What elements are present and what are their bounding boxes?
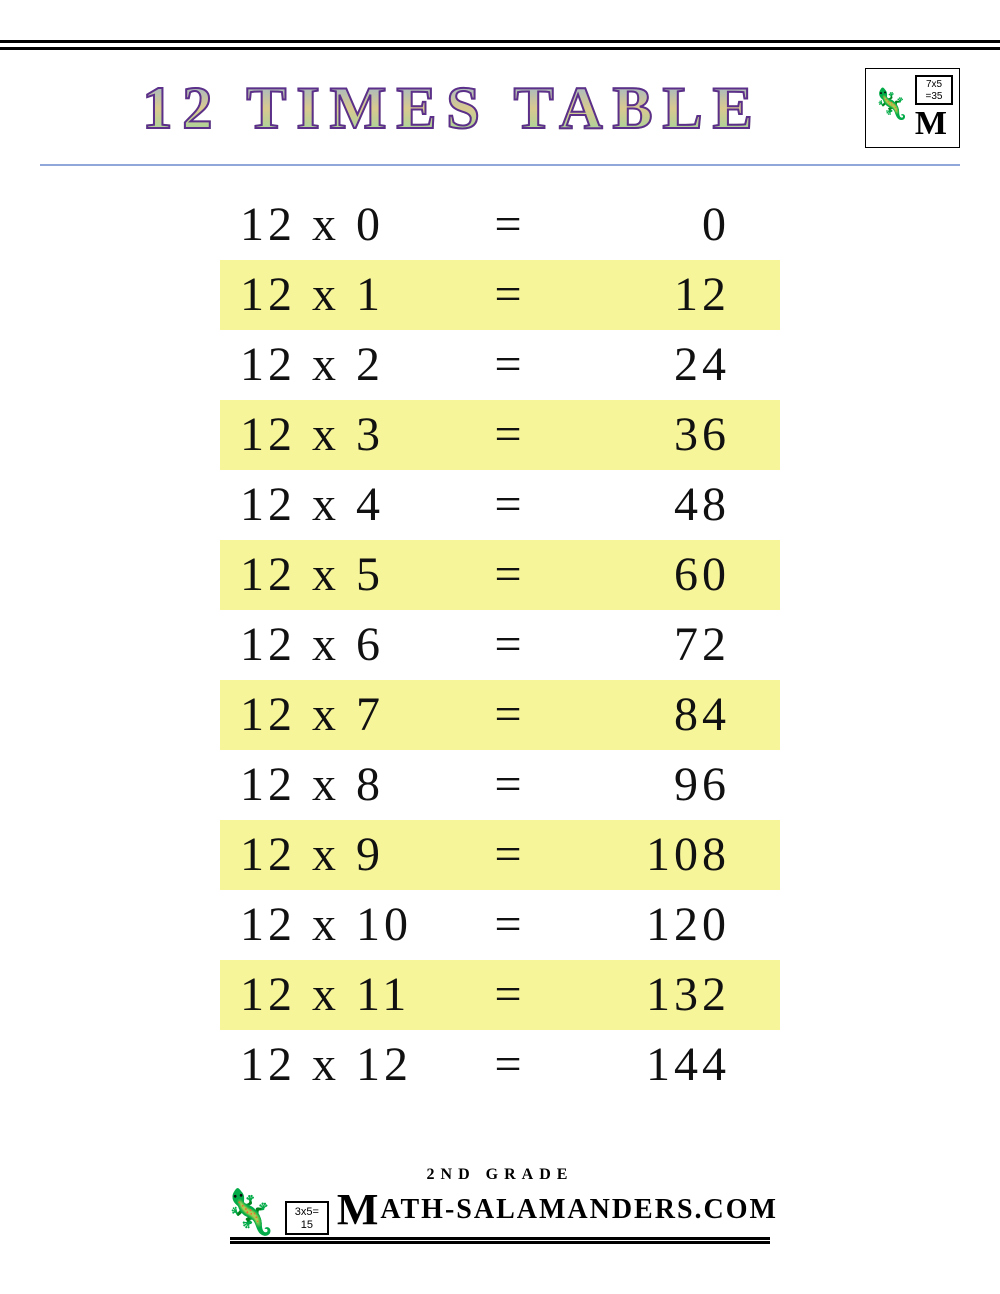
footer-board-top: 3x5= [295,1206,319,1218]
table-row: 12 x 2=24 [220,330,780,400]
row-lhs: 12 x 3 [220,411,460,459]
table-row: 12 x 12=144 [220,1030,780,1100]
footer-brand-initial: M [337,1185,381,1234]
table-row: 12 x 11=132 [220,960,780,1030]
row-product: 72 [560,621,760,669]
salamander-icon: 🦎 [872,87,909,122]
row-product: 0 [560,201,760,249]
row-product: 24 [560,341,760,389]
row-lhs: 12 x 8 [220,761,460,809]
row-lhs: 12 x 12 [220,1041,460,1089]
table-row: 12 x 10=120 [220,890,780,960]
table-row: 12 x 9=108 [220,820,780,890]
row-lhs: 12 x 2 [220,341,460,389]
row-product: 60 [560,551,760,599]
row-product: 120 [560,901,760,949]
table-row: 12 x 5=60 [220,540,780,610]
salamander-icon: 🦎 [222,1191,277,1235]
footer-url: MATH-SALAMANDERS.COM [337,1184,778,1235]
footer: 2ND GRADE 🦎 3x5= 15 MATH-SALAMANDERS.COM [0,1166,1000,1244]
page-title: 12 TIMES TABLE [40,74,865,143]
row-equals: = [460,271,560,319]
row-equals: = [460,1041,560,1089]
footer-board-bottom: 15 [301,1219,313,1231]
row-lhs: 12 x 9 [220,831,460,879]
row-lhs: 12 x 10 [220,901,460,949]
row-product: 108 [560,831,760,879]
table-row: 12 x 6=72 [220,610,780,680]
table-row: 12 x 3=36 [220,400,780,470]
title-wrap: 12 TIMES TABLE [40,74,865,143]
page-top-border [0,40,1000,50]
row-lhs: 12 x 6 [220,621,460,669]
row-equals: = [460,971,560,1019]
row-lhs: 12 x 7 [220,691,460,739]
logo-letter: M [915,105,947,143]
logo-board: 7x5 =35 [915,75,953,105]
row-equals: = [460,901,560,949]
table-row: 12 x 7=84 [220,680,780,750]
footer-grade-label: 2ND GRADE [427,1166,574,1184]
row-product: 132 [560,971,760,1019]
row-lhs: 12 x 1 [220,271,460,319]
table-row: 12 x 4=48 [220,470,780,540]
row-equals: = [460,341,560,389]
row-product: 12 [560,271,760,319]
times-table: 12 x 0=012 x 1=1212 x 2=2412 x 3=3612 x … [220,190,780,1100]
row-lhs: 12 x 4 [220,481,460,529]
row-equals: = [460,201,560,249]
table-row: 12 x 8=96 [220,750,780,820]
row-product: 144 [560,1041,760,1089]
title-underline [40,164,960,166]
logo-board-bottom: =35 [926,91,943,102]
footer-brand-rest: ATH-SALAMANDERS.COM [380,1194,778,1225]
brand-logo: 🦎 7x5 =35 M [865,68,960,148]
logo-board-top: 7x5 [926,79,942,90]
row-product: 84 [560,691,760,739]
header: 12 TIMES TABLE 🦎 7x5 =35 M [40,68,960,148]
footer-brand: 🦎 3x5= 15 MATH-SALAMANDERS.COM [222,1184,778,1235]
footer-rule [230,1237,770,1244]
row-equals: = [460,691,560,739]
footer-board: 3x5= 15 [285,1201,329,1235]
table-row: 12 x 1=12 [220,260,780,330]
row-equals: = [460,831,560,879]
row-product: 36 [560,411,760,459]
row-lhs: 12 x 5 [220,551,460,599]
table-row: 12 x 0=0 [220,190,780,260]
row-product: 48 [560,481,760,529]
row-equals: = [460,551,560,599]
row-equals: = [460,621,560,669]
row-equals: = [460,481,560,529]
row-lhs: 12 x 0 [220,201,460,249]
row-product: 96 [560,761,760,809]
row-equals: = [460,761,560,809]
row-equals: = [460,411,560,459]
row-lhs: 12 x 11 [220,971,460,1019]
